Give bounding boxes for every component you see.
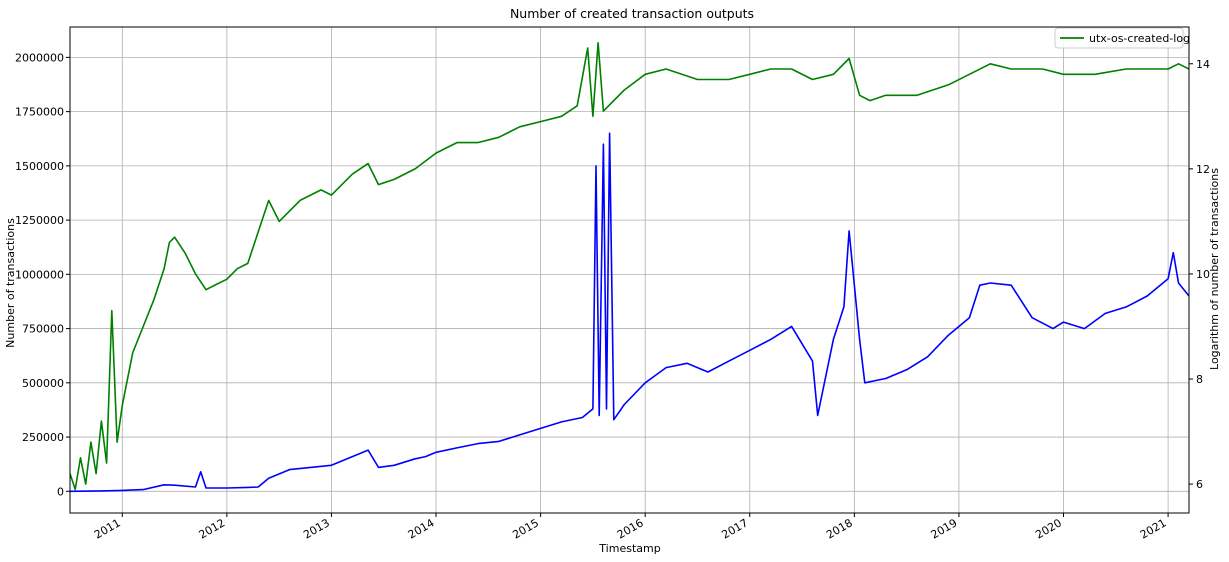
y-axis-left-label: Number of transactions bbox=[4, 218, 17, 348]
x-tick-label: 2016 bbox=[615, 516, 646, 541]
y-left-tick-label: 1250000 bbox=[15, 214, 64, 227]
y-right-tick-label: 8 bbox=[1196, 373, 1203, 386]
y-right-tick-label: 14 bbox=[1196, 58, 1210, 71]
y-left-tick-label: 1000000 bbox=[15, 268, 64, 281]
x-tick-label: 2012 bbox=[197, 516, 228, 541]
series-lines bbox=[70, 41, 1189, 493]
series-line-count bbox=[70, 132, 1189, 493]
x-tick-label: 2014 bbox=[406, 516, 437, 541]
x-tick-label: 2015 bbox=[510, 516, 541, 541]
legend-box bbox=[1054, 27, 1184, 49]
series-line-log bbox=[70, 41, 1189, 491]
x-tick-label: 2018 bbox=[824, 516, 855, 541]
y-axis-left-ticks: 0 250000 500000 750000 1000000 1250000 1500000… bbox=[15, 51, 70, 498]
y-axis-right-label: Logarithm of number of transactions bbox=[1208, 168, 1221, 370]
y-left-tick-label: 500000 bbox=[22, 377, 64, 390]
y-left-tick-label: 1750000 bbox=[15, 106, 64, 119]
x-tick-label: 2017 bbox=[720, 516, 751, 541]
legend-entry-utx-os-created-log: utx-os-created-log bbox=[1089, 32, 1190, 45]
x-tick-label: 2019 bbox=[929, 516, 960, 541]
x-tick-label: 2011 bbox=[92, 516, 123, 541]
x-tick-label: 2020 bbox=[1033, 516, 1064, 541]
plot-frame bbox=[69, 26, 1190, 514]
x-axis-label: Timestamp bbox=[598, 542, 660, 555]
legend: utx-os-created-log bbox=[1054, 27, 1190, 49]
y-axis-right-ticks: 6 8 10 12 14 bbox=[1189, 58, 1210, 491]
y-right-tick-label: 6 bbox=[1196, 478, 1203, 491]
y-left-tick-label: 2000000 bbox=[15, 51, 64, 64]
y-left-tick-label: 1500000 bbox=[15, 160, 64, 173]
y-left-tick-label: 750000 bbox=[22, 323, 64, 336]
x-tick-label: 2021 bbox=[1138, 516, 1169, 541]
y-right-tick-label: 10 bbox=[1196, 268, 1210, 281]
x-axis-ticks: 2011 2012 2013 2014 2015 2016 2017 2018 2019 2020… bbox=[92, 513, 1169, 542]
y-right-tick-label: 12 bbox=[1196, 163, 1210, 176]
y-left-tick-label: 250000 bbox=[22, 431, 64, 444]
y-left-tick-label: 0 bbox=[57, 485, 64, 498]
x-tick-label: 2013 bbox=[301, 516, 332, 541]
grid bbox=[70, 27, 1189, 513]
chart-title: Number of created transaction outputs bbox=[510, 6, 754, 21]
